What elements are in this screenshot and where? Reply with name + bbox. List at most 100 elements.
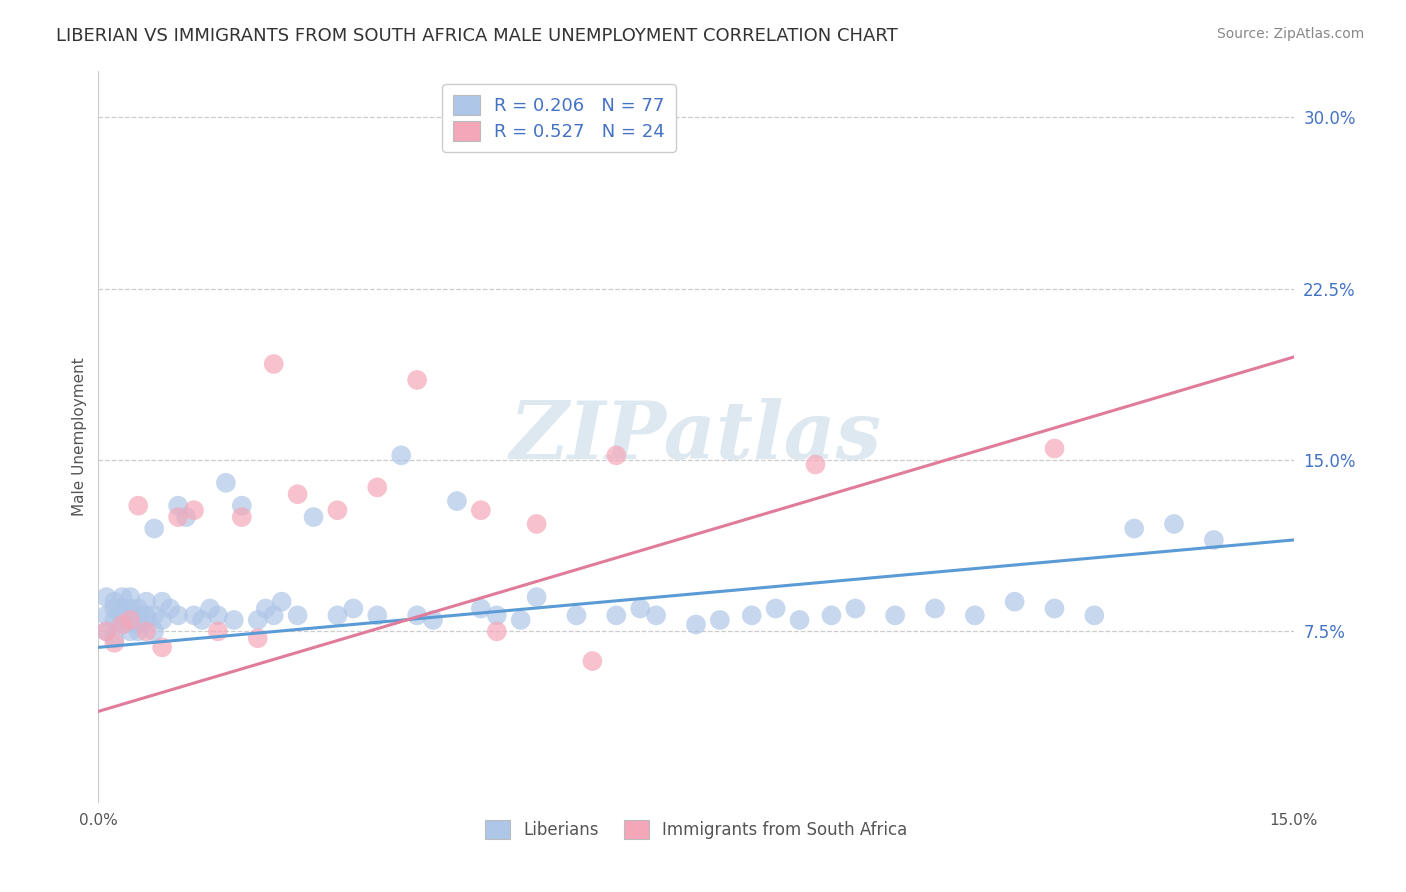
Point (526, 516, 548, 531)
Point (183, 608, 205, 623)
Point (470, 601, 492, 615)
Text: LIBERIAN VS IMMIGRANTS FROM SOUTH AFRICA MALE UNEMPLOYMENT CORRELATION CHART: LIBERIAN VS IMMIGRANTS FROM SOUTH AFRICA… (56, 27, 898, 45)
Point (150, 640, 173, 655)
Point (150, 613, 173, 627)
Point (103, 636, 125, 650)
Point (1202, 533, 1225, 547)
Text: Source: ZipAtlas.com: Source: ZipAtlas.com (1216, 27, 1364, 41)
Point (924, 601, 946, 615)
Point (143, 521, 166, 535)
Point (1123, 521, 1146, 535)
Point (127, 624, 149, 639)
Point (207, 608, 229, 623)
Point (96, 590, 118, 604)
Point (159, 601, 181, 615)
Point (246, 613, 269, 627)
Point (183, 503, 205, 517)
Point (844, 601, 866, 615)
Point (270, 595, 292, 609)
Point (111, 590, 134, 604)
Point (111, 613, 134, 627)
Point (135, 624, 157, 639)
Point (605, 449, 627, 463)
Point (111, 601, 134, 615)
Point (143, 624, 166, 639)
Point (103, 601, 125, 615)
Point (526, 590, 548, 604)
Point (143, 608, 166, 623)
Point (470, 503, 492, 517)
Point (509, 613, 531, 627)
Point (1163, 516, 1185, 531)
Point (103, 632, 125, 646)
Point (366, 480, 388, 494)
Point (342, 601, 364, 615)
Point (191, 613, 214, 627)
Point (263, 608, 285, 623)
Point (1043, 601, 1066, 615)
Point (645, 608, 668, 623)
Point (127, 613, 149, 627)
Point (1004, 595, 1026, 609)
Point (111, 608, 134, 623)
Point (287, 608, 309, 623)
Point (741, 608, 763, 623)
Point (127, 617, 149, 632)
Point (111, 617, 134, 632)
Point (135, 595, 157, 609)
Point (120, 613, 142, 627)
Point (605, 608, 627, 623)
Point (366, 608, 388, 623)
Point (422, 613, 444, 627)
Point (326, 503, 349, 517)
Point (1083, 608, 1105, 623)
Point (103, 613, 125, 627)
Point (135, 608, 157, 623)
Point (485, 608, 508, 623)
Point (263, 357, 285, 371)
Point (120, 624, 142, 639)
Point (820, 608, 842, 623)
Point (120, 601, 142, 615)
Point (581, 654, 603, 668)
Point (246, 632, 269, 646)
Point (96, 608, 118, 623)
Point (406, 608, 429, 623)
Point (446, 494, 468, 508)
Point (485, 624, 508, 639)
Point (167, 510, 190, 524)
Point (884, 608, 907, 623)
Point (127, 608, 149, 623)
Point (167, 499, 190, 513)
Point (804, 458, 827, 472)
Point (111, 617, 134, 632)
Point (135, 613, 157, 627)
Point (709, 613, 731, 627)
Point (127, 499, 149, 513)
Point (389, 449, 412, 463)
Point (207, 624, 229, 639)
Point (96, 624, 118, 639)
Point (628, 601, 651, 615)
Y-axis label: Male Unemployment: Male Unemployment (72, 358, 87, 516)
Point (326, 608, 349, 623)
Point (103, 595, 125, 609)
Point (765, 601, 787, 615)
Point (120, 590, 142, 604)
Text: ZIPatlas: ZIPatlas (510, 399, 882, 475)
Point (685, 617, 707, 632)
Point (963, 608, 986, 623)
Point (96, 624, 118, 639)
Point (287, 487, 309, 501)
Point (302, 510, 325, 524)
Point (565, 608, 588, 623)
Point (254, 601, 277, 615)
Point (215, 475, 238, 490)
Point (231, 499, 253, 513)
Point (789, 613, 811, 627)
Point (222, 613, 245, 627)
Point (150, 595, 173, 609)
Point (174, 510, 197, 524)
Point (198, 601, 221, 615)
Legend: Liberians, Immigrants from South Africa: Liberians, Immigrants from South Africa (478, 814, 914, 846)
